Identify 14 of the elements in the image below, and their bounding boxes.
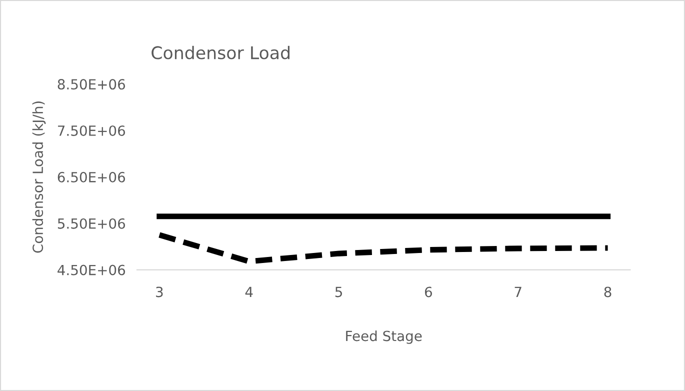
x-tick-label: 7 bbox=[514, 286, 522, 298]
x-tick-label: 4 bbox=[245, 286, 253, 298]
x-tick-label: 3 bbox=[156, 286, 163, 298]
x-tick-label: 6 bbox=[424, 286, 432, 298]
y-tick-label: 6.50E+06 bbox=[58, 172, 126, 182]
y-axis-title: Condensor Load (kJ/h) bbox=[32, 102, 46, 253]
x-tick-label: 8 bbox=[604, 286, 612, 298]
y-tick-label: 7.50E+06 bbox=[58, 125, 126, 136]
y-tick-label: 8.50E+06 bbox=[58, 79, 126, 90]
x-tick-label: 5 bbox=[335, 286, 342, 298]
y-tick-label: 4.50E+06 bbox=[58, 264, 126, 276]
x-axis-title: Feed Stage bbox=[346, 330, 422, 344]
y-tick-label: 5.50E+06 bbox=[58, 218, 126, 229]
chart-title: Condensor Load bbox=[152, 46, 290, 60]
